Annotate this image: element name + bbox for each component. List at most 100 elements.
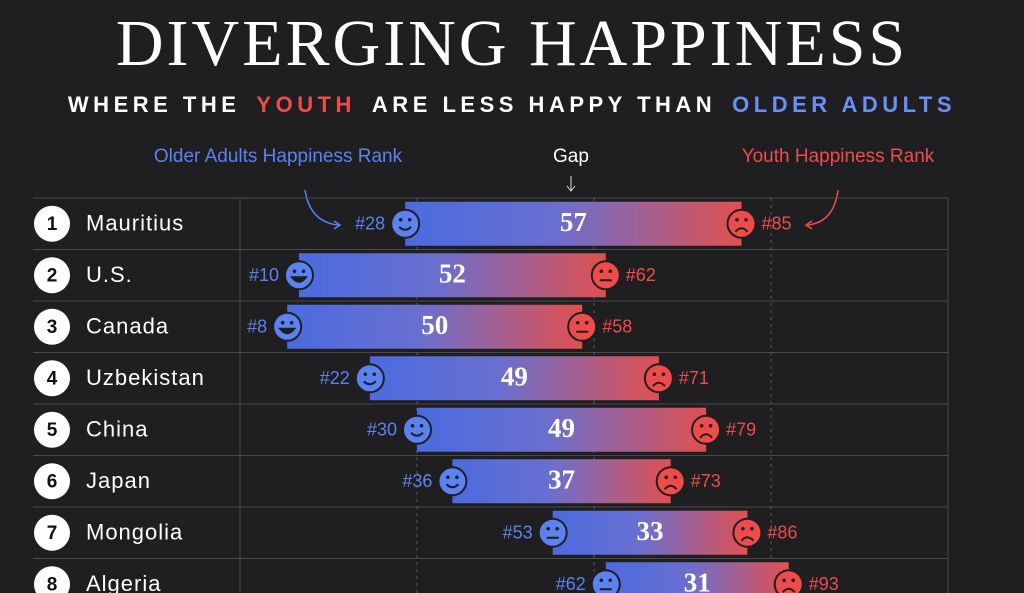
gap-bar [369,356,659,401]
legend-label: Youth Happiness Rank [742,146,935,167]
value-label: #79 [726,420,756,440]
rank-badge [34,566,70,593]
chart-title: DIVERGING HAPPINESS [115,7,909,80]
rank-badge [34,463,70,500]
face [655,466,686,497]
rank-badge [34,360,70,397]
rank-number: 2 [47,265,58,286]
gap-bar [405,201,742,246]
eye [735,217,739,222]
rank-badge [34,257,70,294]
eye [410,423,415,428]
country-label: Algeria [86,571,161,593]
gap-bar [287,304,583,349]
rank-number: 1 [47,214,58,235]
face-icon [272,311,303,342]
mouth [663,484,678,490]
face-icon [643,363,674,394]
face-icon [590,260,621,291]
face-icon [537,517,568,548]
face [437,466,468,497]
eye [372,372,377,377]
gap-label: 33 [637,516,664,546]
value-label: #10 [249,265,279,285]
eye [446,475,450,480]
country-label: Uzbekistan [86,365,205,390]
rank-badge [34,308,70,345]
country-label: China [86,417,148,442]
face-icon [402,414,432,445]
eye [546,526,550,531]
arrow [804,220,813,230]
eye [455,475,459,480]
face [773,569,804,593]
subtitle-part: YOUTH [256,92,356,117]
eye [599,269,604,274]
country-label: U.S. [86,262,133,287]
gap-label: 49 [501,361,528,391]
eye [782,578,786,583]
rank-number: 6 [47,471,58,492]
mouth [781,587,796,593]
eye [407,217,412,222]
value-label: #58 [602,317,632,337]
eye [301,269,306,274]
face-icon [732,517,763,548]
value-label: #8 [247,317,267,337]
subtitle-part: WHERE THE [67,92,241,117]
gap-label: 31 [684,567,711,593]
rank-badge [34,514,70,551]
mouth [410,432,424,437]
arrow [807,189,839,226]
face [732,517,763,548]
subtitle-part: OLDER ADULTS [732,92,957,117]
value-label: #22 [320,368,350,388]
eye [708,423,713,428]
face-icon [284,260,314,291]
gap-bar [299,253,606,298]
eye [652,372,657,377]
arrow [304,189,339,226]
face-icon [726,208,757,239]
eye [664,475,668,480]
face [691,414,722,445]
face [272,311,303,342]
mouth [363,380,377,386]
eye [289,320,294,325]
country-label: Japan [86,468,151,493]
value-label: #86 [767,523,797,543]
eye [661,372,666,377]
arrow [566,185,576,192]
legend-label: Older Adults Happiness Rank [154,146,403,167]
face-icon [390,208,421,239]
country-label: Mongolia [86,520,183,545]
gap-label: 52 [439,258,466,288]
rank-number: 4 [47,368,58,389]
face-icon [655,466,686,497]
value-label: #53 [503,523,533,543]
eye [363,372,368,377]
mouth [734,227,749,233]
face [537,517,568,548]
eye [398,217,403,222]
value-label: #28 [355,214,385,234]
eye [280,320,285,325]
eye [608,269,613,274]
face [284,260,314,291]
country-label: Canada [86,314,169,339]
subtitle: WHERE THE YOUTH ARE LESS HAPPY THAN OLDE… [0,92,1024,118]
rank-number: 8 [47,574,58,593]
eye [555,526,559,531]
mouth [652,381,666,387]
face-icon [691,414,722,445]
gap-bar [552,510,748,555]
legend-label: Gap [553,146,589,167]
gap-label: 49 [548,413,575,443]
mouth [699,433,713,439]
gap-label: 37 [548,464,575,494]
rank-badge [34,411,70,448]
eye [584,320,589,325]
mouth [445,483,460,489]
eye [673,475,677,480]
eye [791,578,795,583]
